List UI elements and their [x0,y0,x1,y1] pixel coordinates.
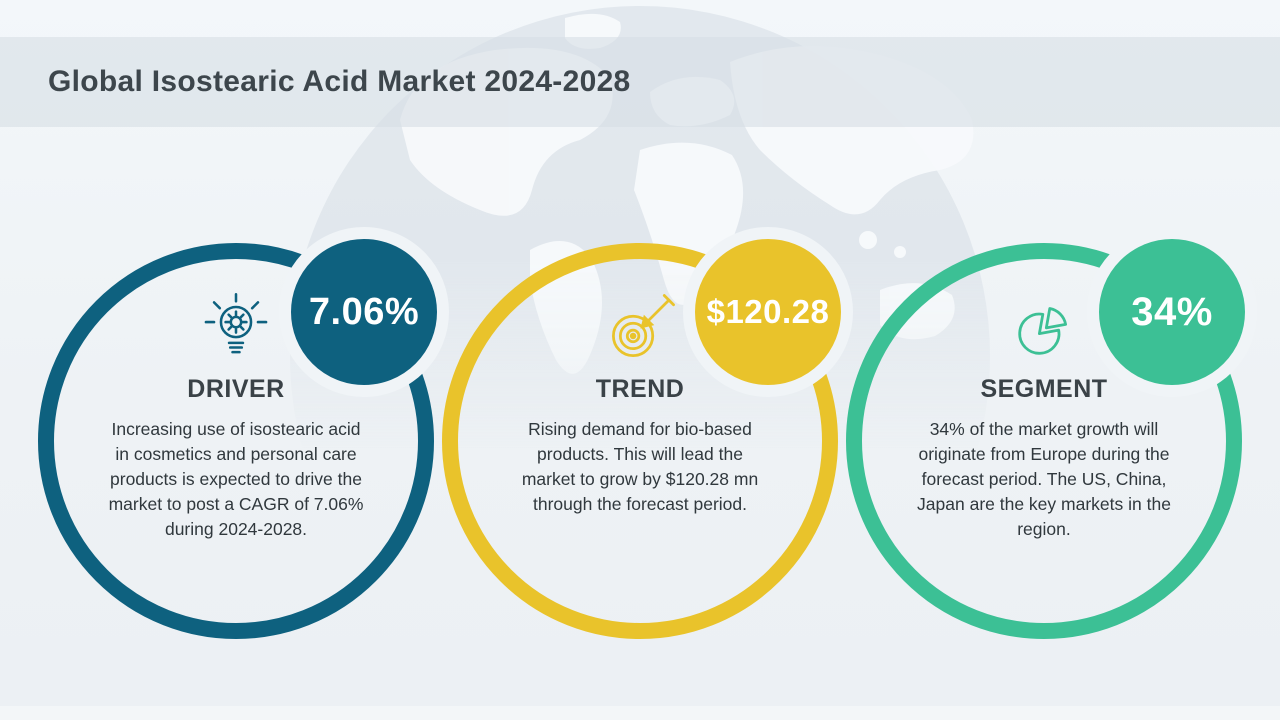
target-arrow-icon [508,291,772,367]
driver-card: 7.06% [38,227,449,673]
trend-card: $120.28 TREND Rising demand for bio-base… [442,227,853,673]
trend-content: TREND Rising demand for bio-based produc… [508,291,772,517]
segment-label: SEGMENT [980,375,1108,403]
segment-badge-value: 34% [1131,289,1213,334]
pie-chart-icon [912,291,1176,367]
title-band: Global Isostearic Acid Market 2024-2028 [0,37,1280,127]
footer-strip [0,706,1280,720]
segment-content: SEGMENT 34% of the market growth will or… [912,291,1176,542]
trend-label: TREND [595,375,685,403]
lightbulb-gear-icon [104,291,368,367]
driver-text: Increasing use of isostearic acid in cos… [108,419,364,540]
driver-label: DRIVER [187,375,285,403]
trend-text: Rising demand for bio-based products. Th… [521,419,759,515]
segment-card: 34% SEGMENT 34% of the market growth wil… [846,227,1257,673]
trend-badge-value: $120.28 [706,293,830,330]
page-title: Global Isostearic Acid Market 2024-2028 [48,65,631,98]
driver-content: DRIVER Increasing use of isostearic acid… [104,291,368,542]
trend-badge: $120.28 [683,227,853,397]
driver-badge-value: 7.06% [308,290,420,333]
segment-text: 34% of the market growth will originate … [917,419,1171,540]
